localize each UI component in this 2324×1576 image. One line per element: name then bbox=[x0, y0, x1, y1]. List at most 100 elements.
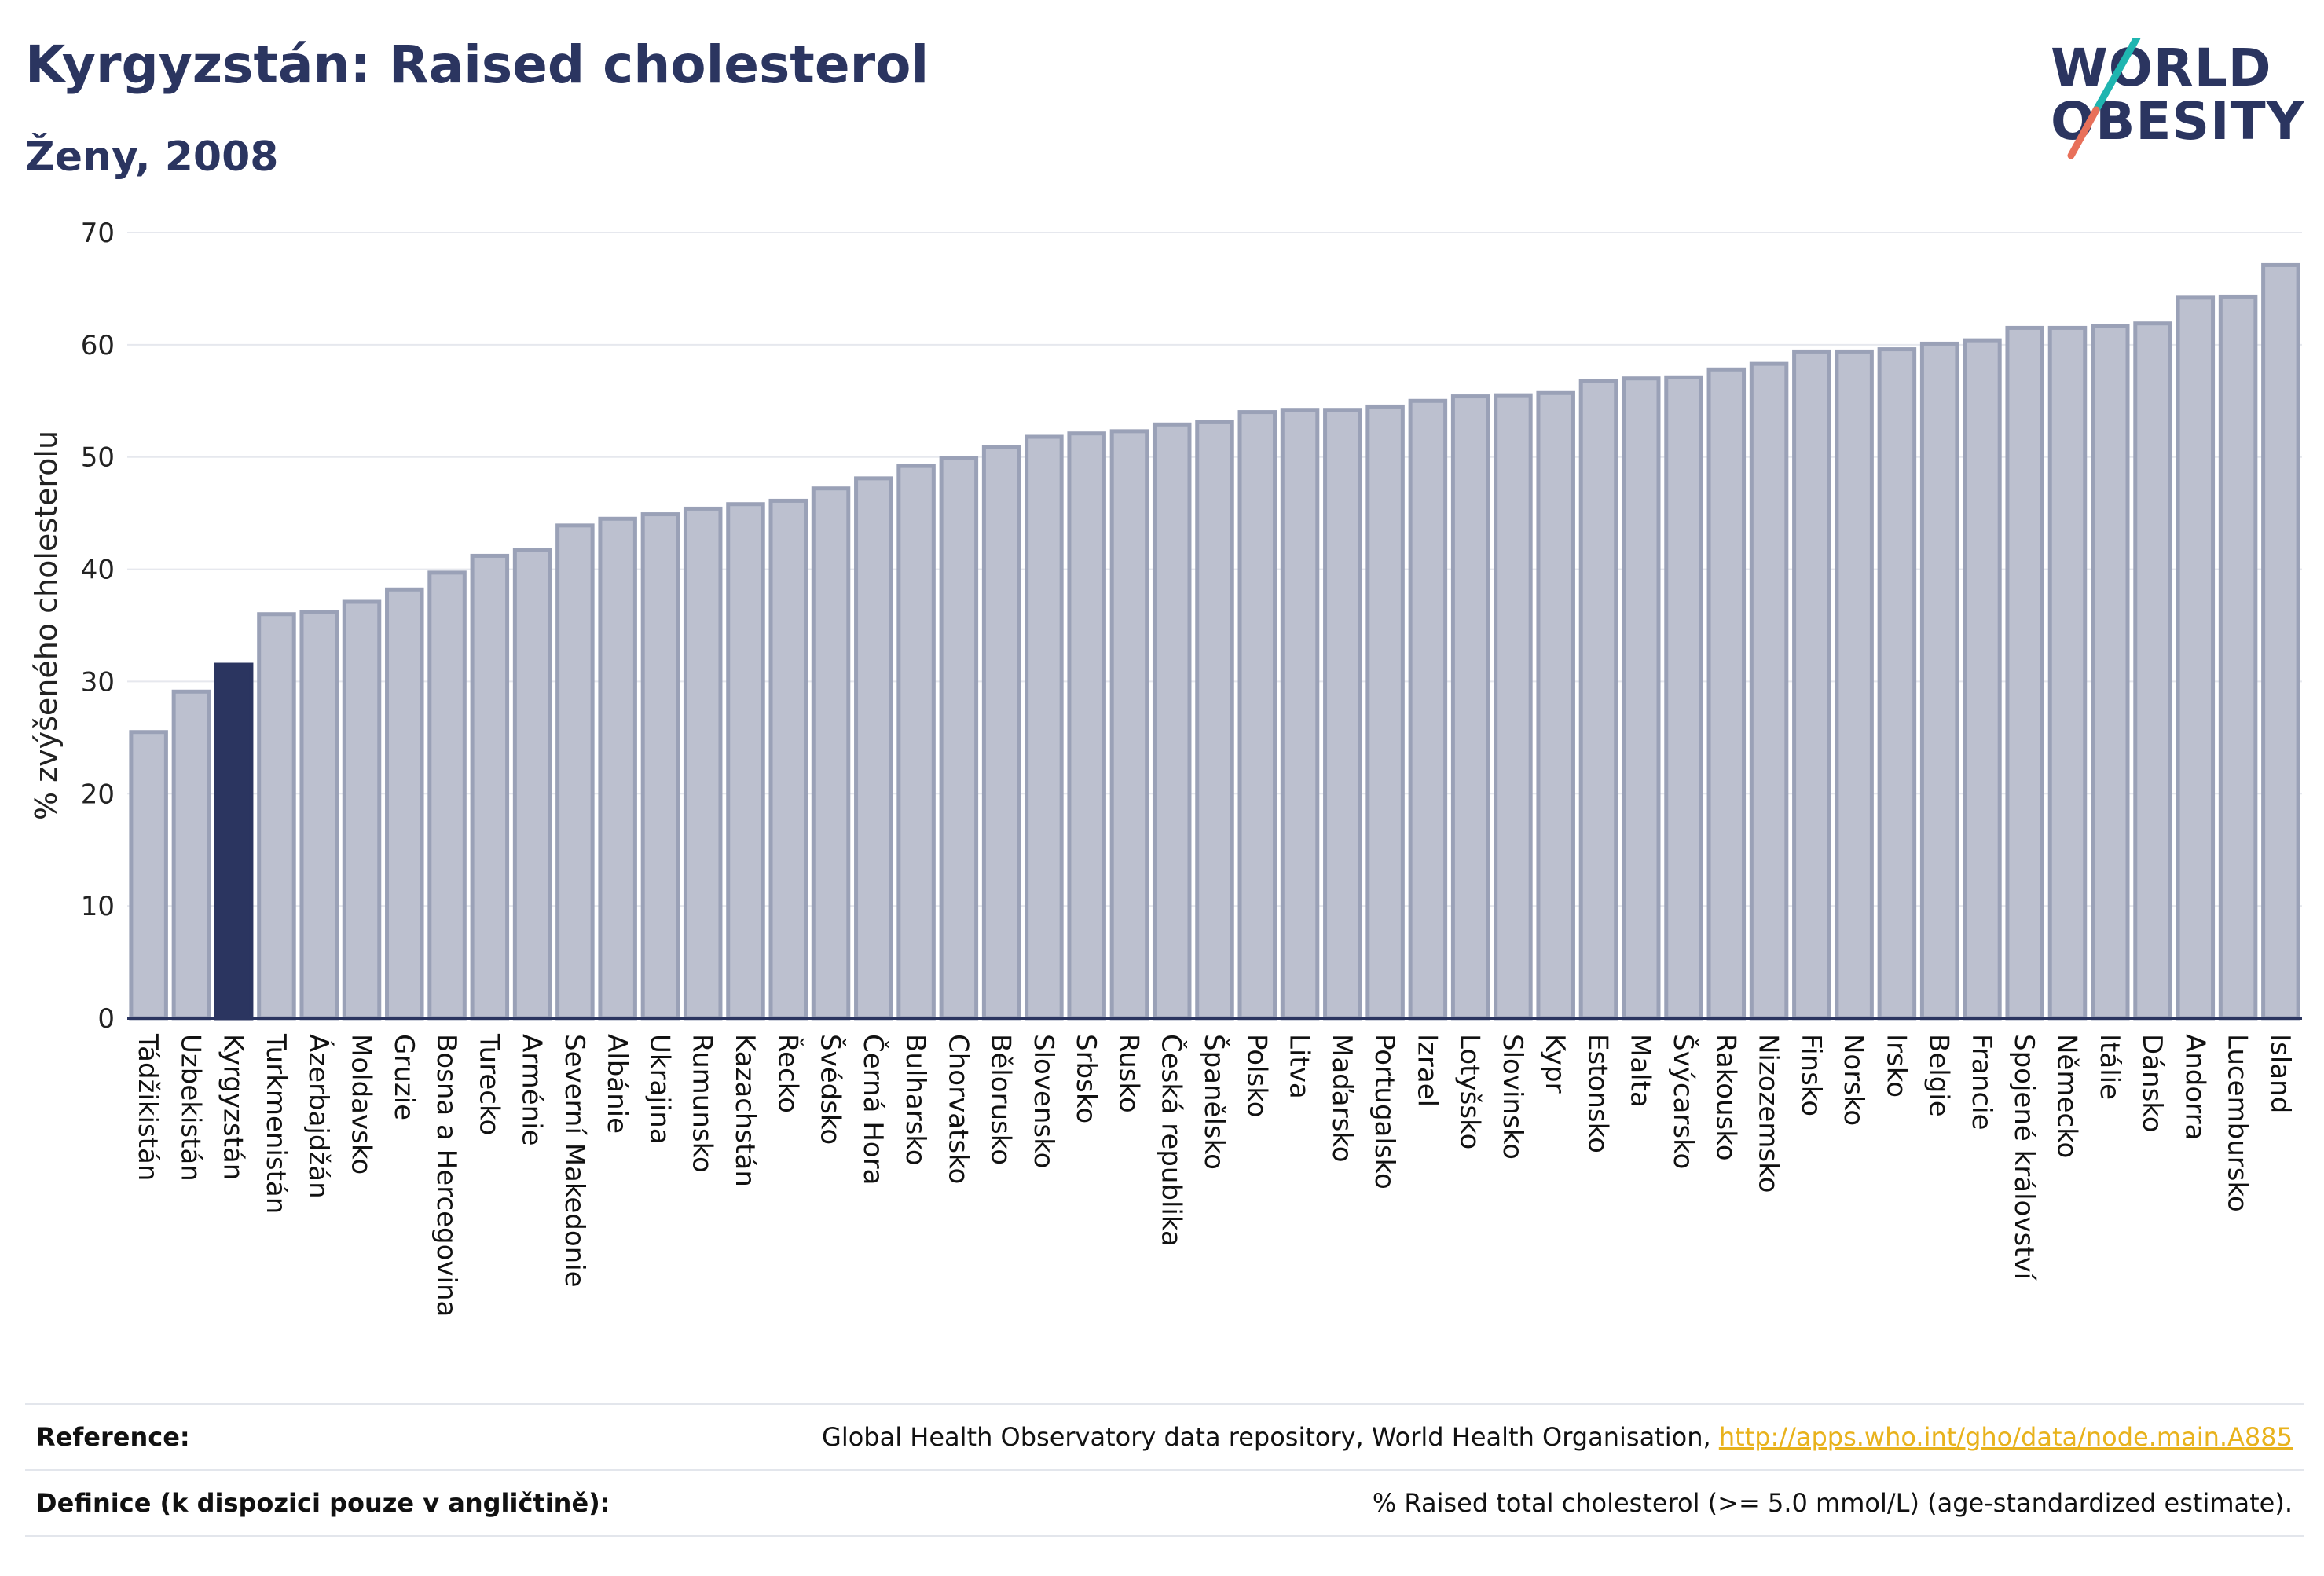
x-tick-label: Německo bbox=[2051, 1034, 2082, 1158]
y-tick-label: 20 bbox=[81, 779, 115, 810]
y-tick-label: 60 bbox=[81, 330, 115, 361]
bar bbox=[2047, 325, 2088, 1021]
bar bbox=[1237, 410, 1277, 1021]
bar bbox=[981, 445, 1021, 1021]
x-tick-label: Bělorusko bbox=[985, 1034, 1017, 1165]
bar-chart: 0 10 20 30 40 50 60 70 % zvýšeného cholesterolu T… bbox=[29, 218, 2302, 1317]
bar bbox=[1365, 404, 1405, 1021]
chart-subtitle: Ženy, 2008 bbox=[25, 134, 279, 181]
x-tick-label: Kyrgyzstán bbox=[218, 1034, 249, 1180]
bar bbox=[385, 587, 424, 1021]
bar bbox=[896, 464, 936, 1021]
footer-divider-middle bbox=[25, 1469, 2304, 1471]
chart-title: Kyrgyzstán: Raised cholesterol bbox=[25, 35, 929, 95]
bar bbox=[768, 498, 808, 1021]
reference-label: Reference: bbox=[36, 1422, 190, 1452]
bar bbox=[640, 512, 680, 1021]
x-tick-label: Arménie bbox=[516, 1034, 548, 1146]
bar bbox=[1877, 347, 1917, 1021]
x-tick-label: Bosna a Hercegovina bbox=[431, 1034, 462, 1317]
x-tick-label: Irsko bbox=[1880, 1034, 1912, 1098]
definition-row: Definice (k dispozici pouze v angličtině… bbox=[25, 1471, 2304, 1535]
bar bbox=[811, 486, 851, 1021]
x-tick-label: Lotyšsko bbox=[1454, 1034, 1486, 1149]
bar bbox=[2005, 325, 2044, 1021]
x-tick-label: Turecko bbox=[473, 1033, 504, 1135]
y-tick-label: 30 bbox=[81, 666, 115, 698]
x-tick-label: Slovinsko bbox=[1497, 1034, 1528, 1160]
reference-link[interactable]: http://apps.who.int/gho/data/node.main.A… bbox=[1718, 1422, 2293, 1452]
bar bbox=[1408, 398, 1448, 1021]
bar bbox=[299, 610, 339, 1021]
bar bbox=[1919, 341, 1959, 1021]
x-tick-label: Island bbox=[2264, 1034, 2296, 1113]
bar bbox=[1323, 408, 1362, 1021]
x-tick-label: Ukrajina bbox=[643, 1034, 675, 1145]
x-tick-label: Srbsko bbox=[1070, 1034, 1102, 1123]
x-tick-label: Uzbekistán bbox=[174, 1034, 206, 1182]
bar bbox=[1578, 379, 1618, 1021]
x-tick-label: Švýcarsko bbox=[1667, 1034, 1699, 1169]
bar bbox=[1025, 434, 1064, 1021]
y-tick-label: 10 bbox=[81, 891, 115, 922]
x-tick-label: Řecko bbox=[772, 1034, 804, 1113]
x-tick-label: Maďarsko bbox=[1326, 1034, 1358, 1163]
bar bbox=[427, 570, 467, 1021]
x-tick-label: Španělsko bbox=[1198, 1034, 1230, 1170]
bar bbox=[342, 599, 382, 1021]
x-tick-label: Turkmenistán bbox=[260, 1033, 291, 1214]
reference-row: Reference: Global Health Observatory dat… bbox=[25, 1405, 2304, 1469]
bar bbox=[683, 506, 723, 1021]
x-tick-label: Francie bbox=[1966, 1034, 1997, 1131]
bar bbox=[939, 456, 979, 1021]
x-tick-label: Kypr bbox=[1539, 1034, 1571, 1094]
bar bbox=[2133, 321, 2172, 1021]
bar bbox=[726, 502, 765, 1021]
bar bbox=[854, 476, 893, 1021]
x-tick-label: Moldavsko bbox=[346, 1034, 377, 1175]
x-tick-label: Chorvatsko bbox=[942, 1034, 973, 1184]
definition-label: Definice (k dispozici pouze v angličtině… bbox=[36, 1488, 610, 1518]
x-tick-label: Černá Hora bbox=[857, 1034, 889, 1185]
x-tick-label: Itálie bbox=[2094, 1034, 2125, 1100]
logo-line1: WORLD bbox=[2051, 38, 2272, 98]
footer-divider-bottom bbox=[25, 1535, 2304, 1537]
bar bbox=[1706, 367, 1747, 1021]
x-tick-label: Albánie bbox=[601, 1034, 632, 1134]
x-tick-label: Nizozemsko bbox=[1753, 1034, 1784, 1193]
bar-highlight bbox=[214, 662, 254, 1021]
bar bbox=[1963, 338, 2002, 1021]
bar bbox=[1494, 393, 1533, 1021]
bar bbox=[1152, 422, 1192, 1021]
x-tick-label: Norsko bbox=[1838, 1034, 1869, 1126]
y-tick-label: 40 bbox=[81, 555, 115, 586]
bar bbox=[1195, 420, 1234, 1021]
bar bbox=[1067, 431, 1106, 1021]
bar bbox=[1664, 375, 1703, 1021]
footer-divider-top bbox=[25, 1403, 2304, 1405]
x-tick-label: Lucembursko bbox=[2222, 1034, 2253, 1212]
x-tick-label: Česká republika bbox=[1156, 1034, 1188, 1247]
bar bbox=[1280, 408, 1320, 1021]
bar bbox=[1835, 349, 1874, 1021]
x-tick-label: Bulharsko bbox=[900, 1034, 931, 1166]
x-tick-label: Spojené království bbox=[2008, 1034, 2040, 1281]
bar bbox=[1109, 429, 1149, 1021]
x-tick-label: Andorra bbox=[2179, 1034, 2210, 1140]
world-obesity-logo: WORLD OBESITY bbox=[2051, 38, 2318, 171]
bar bbox=[257, 612, 296, 1021]
x-tick-label: Polsko bbox=[1241, 1034, 1272, 1118]
y-tick-label: 70 bbox=[81, 218, 115, 249]
x-tick-label: Finsko bbox=[1795, 1034, 1827, 1116]
x-tick-label: Slovensko bbox=[1028, 1034, 1059, 1168]
bar bbox=[129, 730, 168, 1021]
x-tick-label: Estonsko bbox=[1582, 1034, 1613, 1153]
x-tick-label: Izrael bbox=[1411, 1034, 1442, 1107]
bar bbox=[171, 689, 211, 1021]
y-tick-label: 50 bbox=[81, 442, 115, 474]
x-tick-label: Rakousko bbox=[1710, 1034, 1741, 1161]
logo-slash-icon bbox=[2067, 38, 2141, 159]
x-tick-label: Švédsko bbox=[815, 1034, 847, 1145]
bar bbox=[2218, 294, 2258, 1021]
reference-text: Global Health Observatory data repositor… bbox=[822, 1422, 1719, 1452]
